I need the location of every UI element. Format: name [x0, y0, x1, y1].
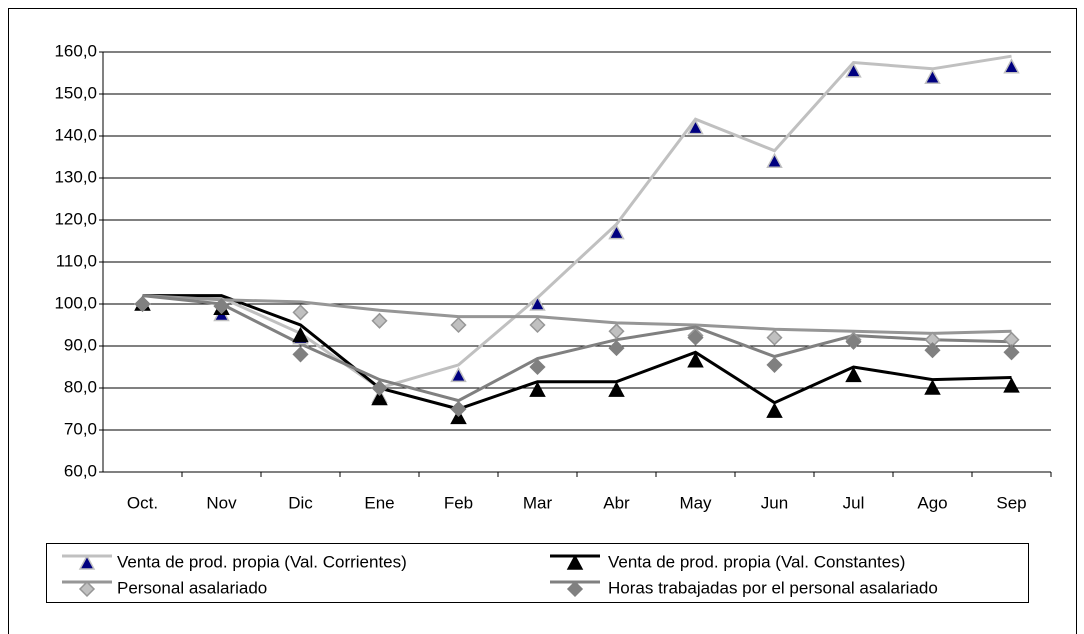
marker — [529, 316, 546, 334]
y-tick-label: 130,0 — [54, 167, 97, 186]
x-tick-label: Nov — [206, 493, 237, 512]
marker — [292, 326, 309, 343]
y-tick-label: 120,0 — [54, 209, 97, 228]
marker — [450, 366, 467, 383]
marker — [766, 152, 783, 168]
y-tick-label: 90,0 — [64, 335, 97, 354]
x-tick-label: Ene — [364, 493, 394, 512]
y-tick-label: 150,0 — [54, 83, 97, 102]
x-tick-label: Dic — [288, 493, 313, 512]
legend-label: Horas trabajadas por el personal asalari… — [608, 578, 938, 597]
legend-box — [46, 543, 1029, 603]
x-tick-label: Jul — [843, 493, 865, 512]
legend-label: Venta de prod. propia (Val. Constantes) — [608, 552, 905, 571]
y-tick-label: 100,0 — [54, 293, 97, 312]
marker — [687, 119, 704, 135]
legend-marker — [78, 580, 96, 598]
marker — [450, 400, 467, 418]
marker — [845, 333, 862, 350]
x-tick-label: Feb — [444, 493, 473, 512]
legend-label: Personal asalariado — [117, 578, 267, 597]
marker — [213, 298, 230, 315]
marker — [766, 402, 783, 418]
x-tick-label: May — [679, 493, 712, 512]
marker — [529, 358, 546, 376]
marker — [766, 329, 783, 346]
y-tick-label: 70,0 — [64, 419, 97, 438]
marker — [608, 323, 625, 340]
x-tick-label: Mar — [523, 493, 553, 512]
marker — [924, 379, 941, 395]
legend-label: Venta de prod. propia (Val. Corrientes) — [117, 552, 407, 571]
trend-line — [142, 294, 1012, 335]
marker — [529, 381, 546, 397]
legend-marker — [78, 554, 96, 570]
y-tick-label: 160,0 — [54, 41, 97, 60]
x-tick-label: Sep — [996, 493, 1026, 512]
trend-line — [142, 294, 1012, 411]
chart-frame — [8, 8, 1077, 634]
y-tick-label: 80,0 — [64, 377, 97, 396]
x-tick-label: Ago — [917, 493, 947, 512]
marker — [529, 295, 546, 311]
marker — [371, 312, 388, 329]
marker — [134, 295, 151, 313]
legend-marker — [566, 580, 584, 598]
marker — [845, 366, 862, 383]
marker — [292, 304, 309, 321]
y-tick-label: 60,0 — [64, 461, 97, 480]
marker — [608, 381, 625, 397]
trend-line — [142, 54, 1012, 390]
trend-line — [142, 294, 1012, 403]
x-tick-label: Oct. — [127, 493, 158, 512]
marker — [845, 62, 862, 78]
marker — [608, 224, 625, 240]
marker — [1003, 377, 1020, 393]
marker — [292, 346, 309, 363]
marker — [687, 329, 704, 346]
marker — [371, 379, 388, 397]
marker — [450, 316, 467, 334]
marker — [1003, 58, 1020, 74]
marker — [608, 340, 625, 357]
marker — [1003, 344, 1020, 361]
marker — [766, 356, 783, 373]
x-tick-label: Abr — [603, 493, 630, 512]
y-tick-label: 140,0 — [54, 125, 97, 144]
marker — [924, 68, 941, 84]
legend-marker — [566, 554, 584, 570]
marker — [924, 342, 941, 359]
y-tick-label: 110,0 — [56, 251, 97, 270]
marker — [371, 389, 388, 406]
marker — [687, 352, 704, 368]
x-tick-label: Jun — [761, 493, 788, 512]
